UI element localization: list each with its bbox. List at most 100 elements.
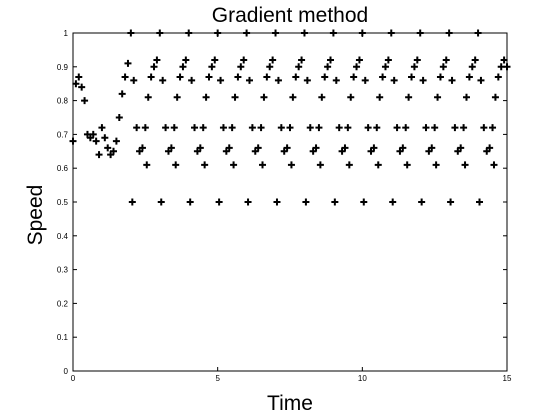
point	[445, 29, 453, 37]
point	[387, 29, 395, 37]
point	[98, 124, 106, 132]
point	[364, 124, 372, 132]
point	[436, 73, 444, 81]
point	[489, 124, 497, 132]
point	[110, 147, 118, 155]
point	[153, 56, 161, 64]
point	[292, 73, 300, 81]
point	[225, 144, 233, 152]
point	[191, 124, 199, 132]
point	[259, 161, 267, 169]
point	[389, 198, 397, 206]
point	[89, 130, 97, 138]
y-tick-label: 0.6	[57, 164, 69, 173]
point	[486, 144, 494, 152]
point	[318, 93, 326, 101]
point	[428, 144, 436, 152]
point	[500, 56, 508, 64]
x-axis-label: Time	[267, 392, 313, 415]
point	[201, 161, 209, 169]
point	[172, 161, 180, 169]
point	[289, 93, 297, 101]
point	[176, 73, 184, 81]
point	[468, 63, 476, 71]
point	[95, 151, 103, 159]
x-tick-label: 10	[358, 374, 367, 383]
point	[329, 29, 337, 37]
point	[144, 93, 152, 101]
point	[186, 198, 194, 206]
point	[266, 63, 274, 71]
point	[298, 56, 306, 64]
point	[353, 63, 361, 71]
point	[202, 93, 210, 101]
point	[315, 124, 323, 132]
point	[416, 29, 424, 37]
point	[335, 124, 343, 132]
point	[182, 56, 190, 64]
point	[124, 59, 132, 67]
point	[461, 161, 469, 169]
point	[215, 198, 223, 206]
point	[370, 144, 378, 152]
point	[439, 63, 447, 71]
point	[219, 124, 227, 132]
point	[244, 198, 252, 206]
point	[240, 56, 248, 64]
point	[350, 73, 358, 81]
y-tick-label: 0.5	[57, 198, 69, 207]
point	[214, 29, 222, 37]
point	[254, 144, 262, 152]
point	[361, 76, 369, 84]
point	[156, 29, 164, 37]
point	[274, 76, 282, 84]
point	[345, 161, 353, 169]
point	[341, 144, 349, 152]
point	[269, 56, 277, 64]
point	[471, 56, 479, 64]
point	[324, 63, 332, 71]
y-tick-label: 0.7	[57, 130, 69, 139]
point	[257, 124, 265, 132]
point	[196, 144, 204, 152]
point	[306, 124, 314, 132]
point	[358, 29, 366, 37]
point	[75, 73, 83, 81]
point	[112, 137, 120, 145]
point	[399, 144, 407, 152]
point	[384, 56, 392, 64]
y-tick-label: 0.9	[57, 63, 69, 72]
y-tick-label: 0.8	[57, 97, 69, 106]
point	[127, 29, 135, 37]
point	[405, 93, 413, 101]
point	[121, 73, 129, 81]
point	[130, 76, 138, 84]
point	[460, 124, 468, 132]
point	[273, 198, 281, 206]
point	[494, 73, 502, 81]
y-tick-label: 1	[64, 29, 69, 38]
point	[344, 124, 352, 132]
x-tick-label: 0	[71, 374, 76, 383]
point	[491, 93, 499, 101]
point	[78, 83, 86, 91]
point	[277, 124, 285, 132]
point	[393, 124, 401, 132]
point	[179, 63, 187, 71]
point	[128, 198, 136, 206]
point	[480, 124, 488, 132]
point	[332, 76, 340, 84]
point	[217, 76, 225, 84]
point	[302, 198, 310, 206]
point	[272, 29, 280, 37]
y-tick-label: 0.3	[57, 266, 69, 275]
point	[205, 73, 213, 81]
point	[431, 124, 439, 132]
point	[230, 161, 238, 169]
point	[147, 73, 155, 81]
point	[316, 161, 324, 169]
point	[390, 76, 398, 84]
point	[462, 93, 470, 101]
point	[321, 73, 329, 81]
point	[157, 198, 165, 206]
